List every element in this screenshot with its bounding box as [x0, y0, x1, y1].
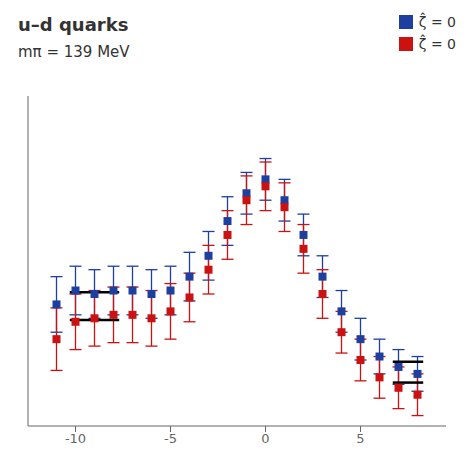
- html-text:u–d quarks: u–d quarks: [18, 14, 129, 35]
- svg-text:5: 5: [356, 431, 364, 446]
- svg-text:-10: -10: [65, 431, 86, 446]
- html-text:mπ = 139 MeV: mπ = 139 MeV: [18, 43, 130, 61]
- svg-text:-5: -5: [164, 431, 177, 446]
- html-text:ζ̂ = 0: ζ̂ = 0: [418, 14, 456, 30]
- svg-text:0: 0: [261, 431, 269, 446]
- html-text:ζ̂ = 0: ζ̂ = 0: [418, 36, 456, 52]
